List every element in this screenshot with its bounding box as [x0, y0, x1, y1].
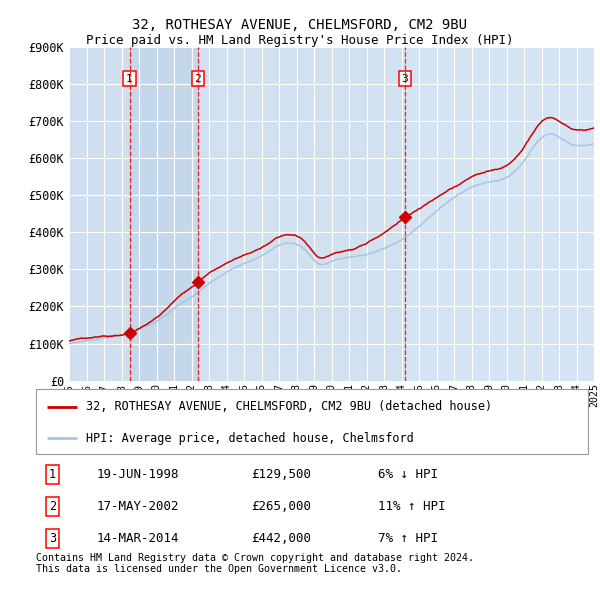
Text: HPI: Average price, detached house, Chelmsford: HPI: Average price, detached house, Chel… [86, 431, 413, 445]
Text: 7% ↑ HPI: 7% ↑ HPI [378, 532, 438, 545]
Text: 19-JUN-1998: 19-JUN-1998 [97, 468, 179, 481]
Text: £129,500: £129,500 [251, 468, 311, 481]
Text: 17-MAY-2002: 17-MAY-2002 [97, 500, 179, 513]
Bar [69, 47, 130, 381]
FancyBboxPatch shape [36, 389, 588, 454]
Text: Price paid vs. HM Land Registry's House Price Index (HPI): Price paid vs. HM Land Registry's House … [86, 34, 514, 47]
Text: £265,000: £265,000 [251, 500, 311, 513]
Bar [130, 47, 198, 381]
Text: 3: 3 [401, 74, 409, 84]
Text: 1: 1 [126, 74, 133, 84]
Text: 32, ROTHESAY AVENUE, CHELMSFORD, CM2 9BU (detached house): 32, ROTHESAY AVENUE, CHELMSFORD, CM2 9BU… [86, 401, 492, 414]
Text: 6% ↓ HPI: 6% ↓ HPI [378, 468, 438, 481]
Text: Contains HM Land Registry data © Crown copyright and database right 2024.
This d: Contains HM Land Registry data © Crown c… [36, 553, 474, 575]
Text: 3: 3 [49, 532, 56, 545]
Bar [405, 47, 594, 381]
Bar [198, 47, 405, 381]
Text: 2: 2 [194, 74, 202, 84]
Text: £442,000: £442,000 [251, 532, 311, 545]
Text: 14-MAR-2014: 14-MAR-2014 [97, 532, 179, 545]
Text: 32, ROTHESAY AVENUE, CHELMSFORD, CM2 9BU: 32, ROTHESAY AVENUE, CHELMSFORD, CM2 9BU [133, 18, 467, 32]
Text: 2: 2 [49, 500, 56, 513]
Text: 11% ↑ HPI: 11% ↑ HPI [378, 500, 446, 513]
Text: 1: 1 [49, 468, 56, 481]
